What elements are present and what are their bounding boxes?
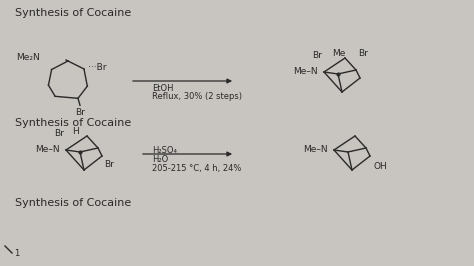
Text: ···Br: ···Br — [88, 64, 107, 72]
Text: 205-215 °C, 4 h, 24%: 205-215 °C, 4 h, 24% — [152, 164, 241, 173]
Text: Br: Br — [104, 160, 114, 169]
Text: H₂SO₄: H₂SO₄ — [152, 146, 177, 155]
Text: Reflux, 30% (2 steps): Reflux, 30% (2 steps) — [152, 92, 242, 101]
Text: Br: Br — [312, 51, 322, 60]
Text: Synthesis of Cocaine: Synthesis of Cocaine — [15, 8, 131, 18]
Text: Me₂N: Me₂N — [16, 53, 40, 63]
Text: Me–N: Me–N — [36, 146, 60, 155]
Text: Synthesis of Cocaine: Synthesis of Cocaine — [15, 198, 131, 208]
Text: Me–N: Me–N — [303, 146, 328, 155]
Text: Me–N: Me–N — [293, 68, 318, 77]
Text: Br: Br — [54, 129, 64, 138]
Text: 1: 1 — [14, 250, 19, 259]
Text: Br: Br — [358, 49, 368, 58]
Text: Br: Br — [75, 108, 85, 117]
Text: OH: OH — [374, 162, 388, 171]
Text: Synthesis of Cocaine: Synthesis of Cocaine — [15, 118, 131, 128]
Text: H: H — [72, 127, 79, 136]
Text: Me: Me — [332, 49, 346, 58]
Text: EtOH: EtOH — [152, 84, 173, 93]
Text: H₂O: H₂O — [152, 155, 168, 164]
